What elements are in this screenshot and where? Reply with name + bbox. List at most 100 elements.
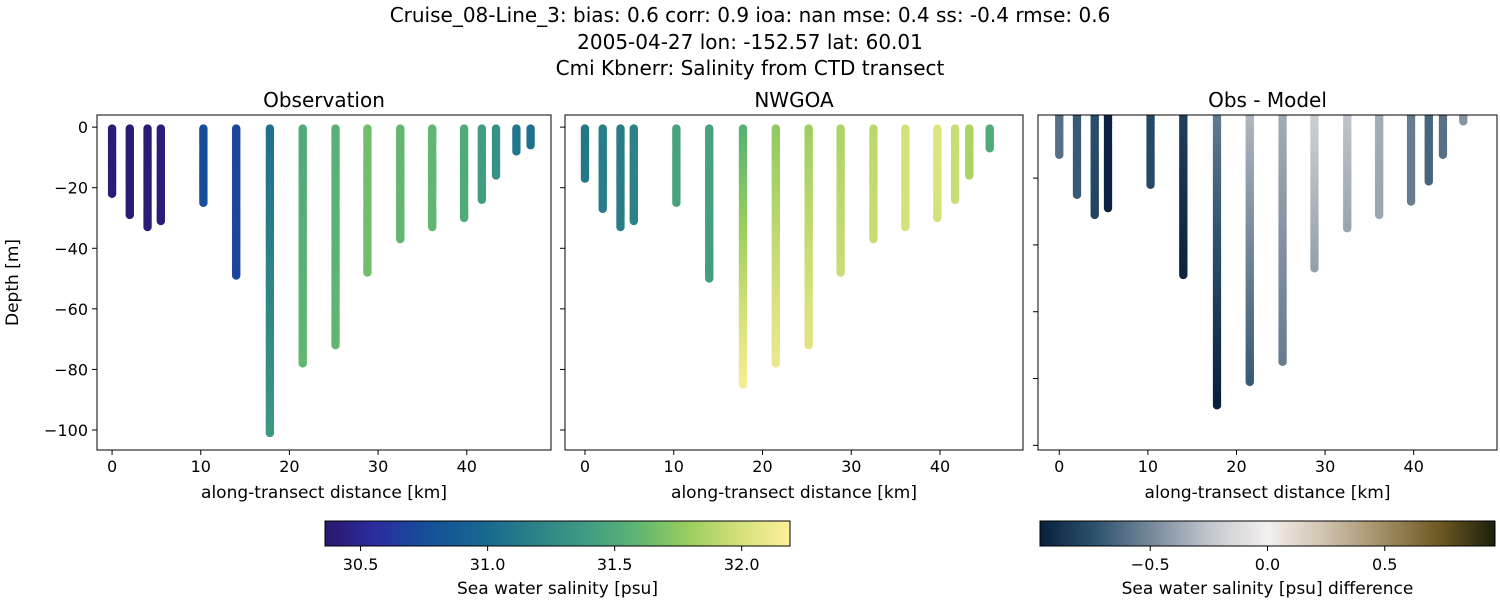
colorbar-tick-label: 0.5 bbox=[1372, 555, 1397, 574]
colorbar-tick-label: −0.5 bbox=[1131, 555, 1170, 574]
data-point bbox=[1459, 117, 1468, 126]
data-point bbox=[705, 274, 714, 283]
station-profile bbox=[985, 124, 994, 153]
data-point bbox=[580, 174, 590, 183]
data-points bbox=[580, 124, 994, 389]
station-profile bbox=[1424, 115, 1433, 186]
x-tick-label: 40 bbox=[1404, 457, 1424, 476]
station-profile bbox=[1103, 115, 1113, 213]
station-profile bbox=[143, 124, 152, 232]
data-point bbox=[125, 210, 135, 220]
x-tick-label: 40 bbox=[457, 457, 477, 476]
x-axis-label: along-transect distance [km] bbox=[1145, 483, 1391, 503]
x-tick-label: 20 bbox=[752, 457, 772, 476]
data-point bbox=[331, 340, 340, 350]
data-point bbox=[107, 189, 117, 198]
data-point bbox=[804, 340, 813, 350]
data-point bbox=[1090, 210, 1099, 220]
data-point bbox=[616, 222, 625, 232]
station-profile bbox=[1438, 115, 1448, 159]
station-profile bbox=[672, 124, 681, 208]
data-point bbox=[672, 198, 681, 208]
panel-title: Observation bbox=[263, 88, 385, 112]
station-profile bbox=[1212, 115, 1222, 410]
data-point bbox=[1310, 264, 1319, 273]
station-profile bbox=[526, 124, 535, 150]
data-point bbox=[298, 359, 307, 368]
figure-title-line-2: 2005-04-27 lon: -152.57 lat: 60.01 bbox=[577, 30, 923, 54]
data-point bbox=[1245, 377, 1254, 387]
data-point bbox=[901, 222, 910, 232]
station-profile bbox=[1090, 115, 1099, 220]
data-point bbox=[363, 268, 372, 277]
data-point bbox=[738, 380, 748, 389]
colorbar-tick-label: 0.0 bbox=[1255, 555, 1280, 574]
figure-title-line-3: Cmi Kbnerr: Salinity from CTD transect bbox=[555, 56, 945, 80]
x-axis-label: along-transect distance [km] bbox=[201, 483, 447, 503]
station-profile bbox=[1459, 115, 1468, 126]
station-profile bbox=[125, 124, 135, 220]
station-profile bbox=[232, 124, 241, 280]
data-point bbox=[265, 428, 275, 438]
data-point bbox=[1103, 203, 1113, 213]
station-profile bbox=[869, 124, 878, 244]
station-profile bbox=[901, 124, 910, 232]
axes-frame bbox=[96, 114, 552, 451]
station-profile bbox=[265, 124, 275, 438]
station-profile bbox=[738, 124, 748, 389]
y-tick-label: −20 bbox=[54, 179, 88, 198]
data-point bbox=[1072, 190, 1082, 200]
data-point bbox=[985, 144, 994, 153]
station-profile bbox=[107, 124, 117, 198]
station-profile bbox=[598, 124, 607, 214]
station-profile bbox=[1146, 115, 1155, 190]
x-tick-label: 10 bbox=[191, 457, 211, 476]
station-profile bbox=[1179, 115, 1188, 280]
panel-title: Obs - Model bbox=[1208, 88, 1327, 112]
station-profile bbox=[580, 124, 590, 183]
x-tick-label: 20 bbox=[279, 457, 299, 476]
panel-title: NWGOA bbox=[754, 88, 834, 112]
x-tick-label: 20 bbox=[1226, 457, 1246, 476]
x-tick-label: 30 bbox=[841, 457, 861, 476]
y-axis-label: Depth [m] bbox=[3, 239, 23, 326]
station-profile bbox=[199, 124, 208, 208]
x-tick-label: 0 bbox=[580, 457, 590, 476]
station-profile bbox=[477, 124, 487, 205]
colorbar-bar bbox=[324, 520, 791, 547]
data-point bbox=[459, 213, 469, 223]
station-profile bbox=[950, 124, 960, 205]
colorbar-label: Sea water salinity [psu] difference bbox=[1122, 579, 1414, 599]
data-point bbox=[143, 222, 152, 232]
data-point bbox=[1438, 150, 1448, 159]
station-profile bbox=[616, 124, 625, 232]
data-point bbox=[1212, 401, 1222, 410]
data-point bbox=[1055, 150, 1064, 159]
x-tick-label: 40 bbox=[930, 457, 950, 476]
x-axis-label: along-transect distance [km] bbox=[671, 483, 917, 503]
colorbar-label: Sea water salinity [psu] bbox=[457, 579, 658, 599]
data-points bbox=[107, 124, 535, 438]
station-profile bbox=[396, 124, 405, 244]
axes-frame bbox=[564, 114, 1024, 451]
figure-title-line-1: Cruise_08-Line_3: bias: 0.6 corr: 0.9 io… bbox=[389, 3, 1111, 27]
y-tick-label: −60 bbox=[54, 300, 88, 319]
station-profile bbox=[933, 124, 942, 223]
data-point bbox=[598, 204, 607, 214]
station-profile bbox=[629, 124, 638, 226]
colorbar-tick-label: 30.5 bbox=[343, 555, 379, 574]
data-point bbox=[950, 195, 960, 205]
colorbar-tick-label: 31.0 bbox=[470, 555, 506, 574]
station-profile bbox=[1245, 115, 1254, 387]
station-profile bbox=[1343, 115, 1352, 233]
colorbar-difference: −0.5 0.0 0.5 Sea water salinity [psu] diffe… bbox=[1039, 520, 1496, 599]
y-tick-label: −40 bbox=[54, 239, 88, 258]
station-profile bbox=[459, 124, 469, 223]
x-tick-label: 30 bbox=[1315, 457, 1335, 476]
x-tick-label: 0 bbox=[1054, 457, 1064, 476]
station-profile bbox=[965, 124, 974, 180]
colorbar-tick-label: 32.0 bbox=[724, 555, 760, 574]
station-profile bbox=[705, 124, 714, 283]
